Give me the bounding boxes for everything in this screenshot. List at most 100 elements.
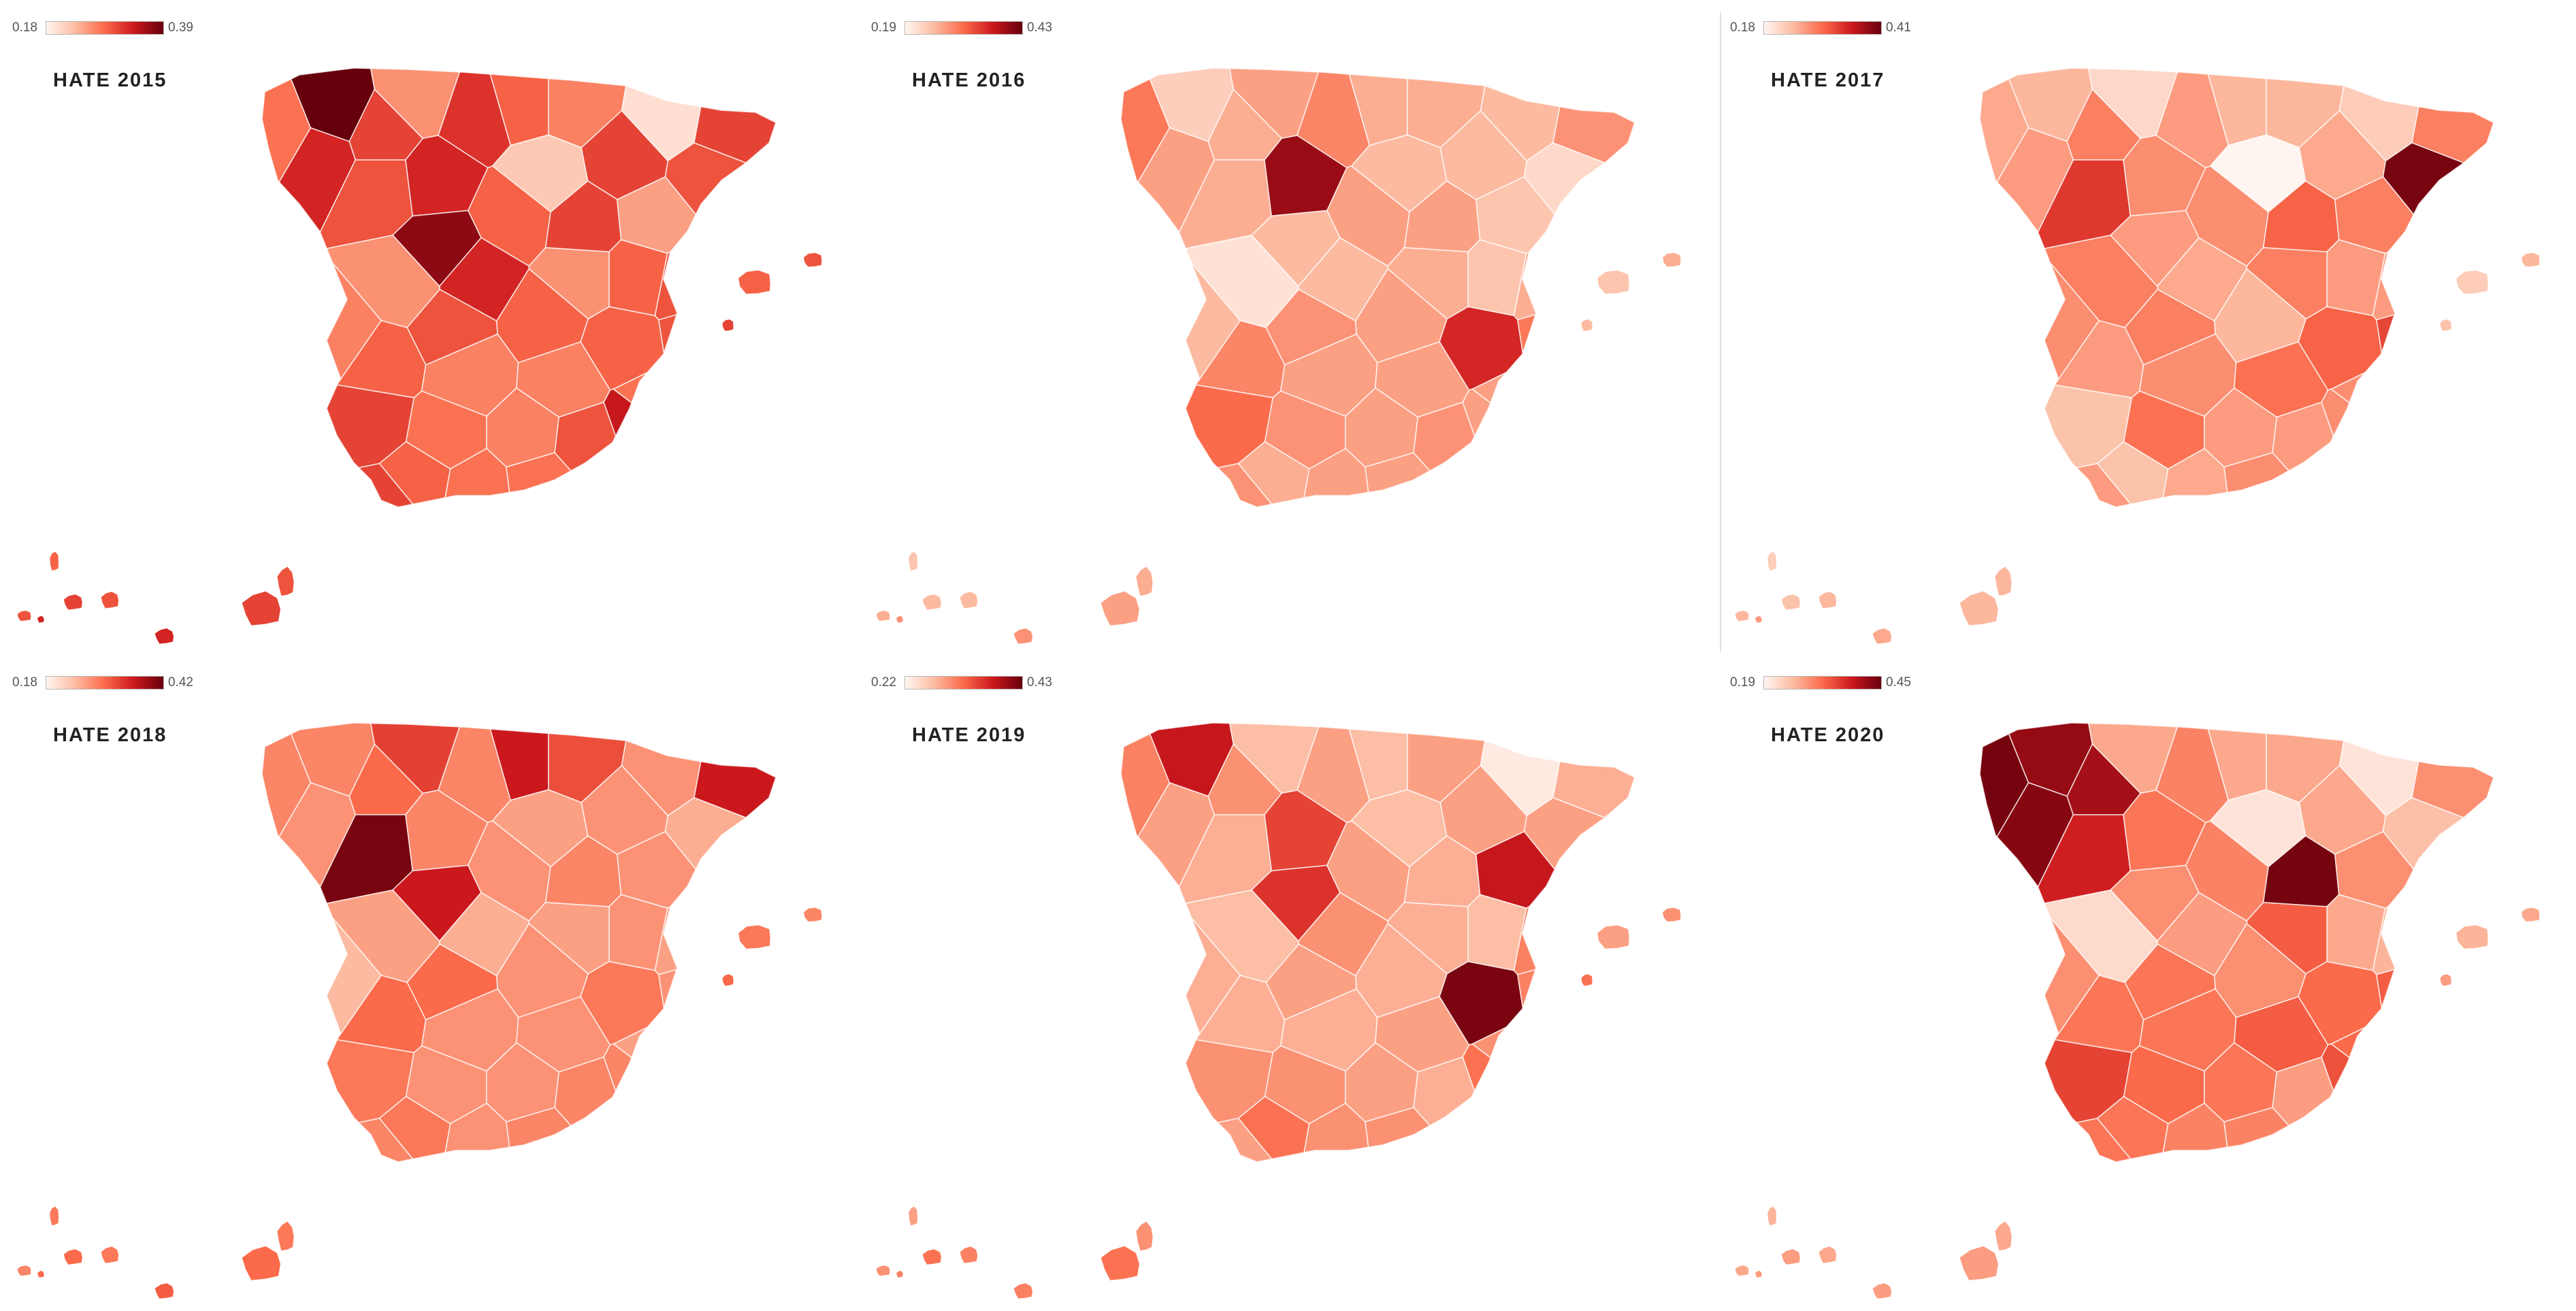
island-region (63, 594, 83, 611)
island-region (36, 1269, 45, 1278)
province-region (357, 463, 414, 508)
island-region (1872, 628, 1893, 645)
province-region (1517, 314, 1537, 353)
spain-choropleth-map (16, 722, 823, 1299)
province-region (1185, 262, 1241, 384)
province-region (2223, 452, 2290, 493)
legend-max-label: 0.41 (1885, 20, 1911, 35)
color-legend: 0.18 0.39 (12, 18, 193, 38)
legend-gradient-bar (904, 21, 1023, 35)
province-region (1185, 917, 1241, 1039)
island-region (1661, 252, 1682, 268)
island-region (2520, 907, 2541, 922)
color-legend: 0.18 0.42 (12, 673, 193, 693)
legend-min-label: 0.18 (12, 20, 37, 35)
island-region (908, 551, 919, 572)
island-region (922, 1248, 942, 1265)
island-region (1100, 1245, 1141, 1281)
province-region (1216, 1118, 1273, 1163)
spain-choropleth-map (1734, 722, 2541, 1299)
island-region (1754, 615, 1763, 624)
province-region (612, 372, 648, 404)
panel-title: HATE 2018 (53, 724, 167, 746)
island-region (721, 319, 734, 332)
province-region (2376, 969, 2396, 1008)
province-region (2162, 447, 2228, 499)
province-region (2330, 1026, 2366, 1058)
island-region (875, 610, 891, 622)
island-region (738, 270, 771, 295)
island-region (1135, 566, 1154, 597)
island-region (1818, 591, 1838, 609)
province-region (444, 447, 510, 499)
province-region (2075, 463, 2132, 508)
panel-title: HATE 2016 (912, 69, 1026, 91)
province-region (326, 262, 382, 384)
map-panel-2: 0.18 0.41 HATE 2017 (1718, 0, 2576, 653)
island-region (16, 1265, 32, 1277)
legend-gradient-bar (904, 676, 1023, 690)
province-region (2162, 1102, 2228, 1154)
color-legend: 0.22 0.43 (871, 673, 1052, 693)
island-region (1754, 1269, 1763, 1278)
island-region (241, 590, 282, 626)
island-region (1597, 270, 1630, 295)
legend-max-label: 0.39 (167, 20, 193, 35)
island-region (1013, 1282, 1034, 1299)
spain-choropleth-map (1734, 67, 2541, 645)
province-region (2330, 372, 2366, 404)
island-region (241, 1245, 282, 1281)
legend-max-label: 0.45 (1885, 675, 1911, 690)
island-region (1994, 1220, 2012, 1252)
province-region (1365, 452, 1431, 493)
island-region (1767, 551, 1778, 572)
province-region (2044, 262, 2100, 384)
spain-choropleth-map (16, 67, 823, 645)
province-region (2376, 314, 2396, 353)
legend-max-label: 0.43 (1026, 20, 1052, 35)
island-region (959, 591, 979, 609)
island-region (1780, 594, 1801, 611)
island-region (922, 594, 942, 611)
province-region (2075, 1118, 2132, 1163)
province-region (506, 452, 572, 493)
legend-gradient-bar (1763, 21, 1882, 35)
island-region (1597, 924, 1630, 950)
province-region (612, 1026, 648, 1058)
island-region (2456, 924, 2489, 950)
legend-max-label: 0.43 (1026, 675, 1052, 690)
island-region (16, 610, 32, 622)
island-region (100, 1246, 120, 1264)
province-region (326, 917, 382, 1039)
island-region (276, 1220, 295, 1252)
island-region (154, 1282, 175, 1299)
island-region (1780, 1248, 1801, 1265)
island-region (276, 566, 295, 597)
panel-title: HATE 2017 (1771, 69, 1885, 91)
color-legend: 0.18 0.41 (1730, 18, 1911, 38)
province-region (1471, 1026, 1507, 1058)
island-region (959, 1246, 979, 1264)
island-region (36, 615, 45, 624)
panel-title: HATE 2019 (912, 724, 1026, 746)
legend-gradient-bar (1763, 676, 1882, 690)
province-region (1216, 463, 1273, 508)
island-region (2456, 270, 2489, 295)
legend-min-label: 0.22 (871, 675, 896, 690)
spain-choropleth-map (875, 722, 1682, 1299)
province-region (1471, 372, 1507, 404)
island-region (1580, 319, 1593, 332)
province-region (1303, 447, 1369, 499)
island-region (1959, 590, 2000, 626)
spain-choropleth-map (875, 67, 1682, 645)
island-region (1580, 973, 1593, 987)
island-region (908, 1205, 919, 1227)
island-region (1818, 1246, 1838, 1264)
island-region (721, 973, 734, 987)
color-legend: 0.19 0.45 (1730, 673, 1911, 693)
map-panel-5: 0.19 0.45 HATE 2020 (1718, 655, 2576, 1308)
island-region (2520, 252, 2541, 268)
island-region (1100, 590, 1141, 626)
island-region (49, 551, 60, 572)
map-panel-1: 0.19 0.43 HATE 2016 (859, 0, 1717, 653)
